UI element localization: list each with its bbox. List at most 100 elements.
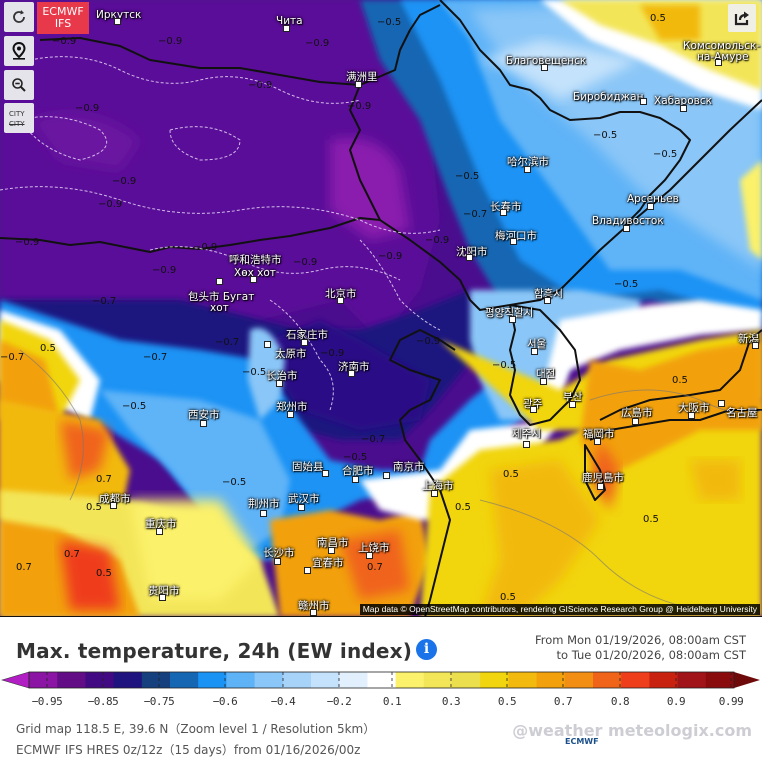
city-label: 上饶市 — [358, 542, 390, 554]
city-label: Иркутск — [96, 9, 142, 21]
contour-label: −0.9 — [75, 103, 100, 114]
city-marker[interactable] — [752, 342, 759, 349]
city-marker[interactable] — [114, 18, 121, 25]
city-label: 武汉市 — [288, 493, 320, 505]
period-to: to Tue 01/20/2026, 08:00am CST — [556, 648, 747, 662]
contour-label: −0.5 — [492, 360, 517, 371]
city-marker[interactable] — [287, 411, 294, 418]
share-button[interactable] — [728, 4, 756, 32]
contour-label: −0.9 — [193, 242, 218, 253]
city-marker[interactable] — [301, 339, 308, 346]
contour-label: −0.9 — [425, 235, 450, 246]
city-marker[interactable] — [718, 400, 725, 407]
city-marker[interactable] — [337, 297, 344, 304]
city-marker[interactable] — [159, 594, 166, 601]
city-marker[interactable] — [594, 438, 601, 445]
contour-label: 0.5 — [40, 343, 56, 354]
city-marker[interactable] — [276, 380, 283, 387]
city-marker[interactable] — [110, 502, 117, 509]
city-marker[interactable] — [304, 567, 311, 574]
city-marker[interactable] — [216, 278, 223, 285]
city-marker[interactable] — [322, 470, 329, 477]
warm-contours — [19, 349, 762, 611]
city-label: 大阪市 — [678, 402, 710, 414]
contour-label: −0.9 — [98, 199, 123, 210]
city-label: 福岡市 — [583, 428, 615, 440]
colorbar-tick-label: −0.6 — [212, 695, 238, 708]
model-info: ECMWF IFS HRES 0z/12z（15 days）from 01/16… — [16, 743, 361, 757]
city-marker[interactable] — [348, 370, 355, 377]
city-label: 荆州市 — [248, 498, 280, 510]
location-button[interactable] — [4, 36, 34, 66]
city-label: 固始县 — [292, 461, 324, 473]
city-marker[interactable] — [544, 297, 551, 304]
city-label: 부산 — [563, 391, 583, 403]
city-marker[interactable] — [298, 504, 305, 511]
city-toggle-button[interactable]: CITY CITY — [4, 103, 34, 133]
temperature-field — [0, 0, 762, 616]
city-marker[interactable] — [640, 98, 647, 105]
contour-label: −0.9 — [416, 336, 441, 347]
city-toggle-label: CITY — [9, 110, 25, 118]
city-marker[interactable] — [156, 528, 163, 535]
city-label: 広島市 — [621, 407, 653, 419]
city-marker[interactable] — [510, 238, 517, 245]
city-marker[interactable] — [264, 341, 271, 348]
city-marker[interactable] — [541, 64, 548, 71]
colorbar — [0, 671, 760, 689]
ecmwf-watermark: ECMWF — [565, 737, 599, 746]
city-marker[interactable] — [466, 254, 473, 261]
city-icon: CITY CITY — [8, 110, 30, 128]
contour-label: −0.9 — [112, 176, 137, 187]
period-from: From Mon 01/19/2026, 08:00am CST — [534, 633, 746, 647]
city-marker[interactable] — [715, 59, 722, 66]
contour-label: −0.9 — [158, 36, 183, 47]
colorbar-tick-label: 0.1 — [382, 695, 402, 708]
city-marker[interactable] — [283, 25, 290, 32]
city-marker[interactable] — [310, 609, 317, 616]
city-marker[interactable] — [200, 420, 207, 427]
info-button[interactable]: i — [416, 639, 437, 660]
city-label: 长春市 — [490, 201, 522, 213]
city-marker[interactable] — [597, 483, 604, 490]
coastline-borders — [0, 0, 762, 616]
city-marker[interactable] — [688, 412, 695, 419]
city-label: 평양직할시 — [485, 307, 534, 319]
grid-info: Grid map 118.5 E, 39.6 N（Zoom level 1 / … — [16, 722, 376, 736]
share-icon — [734, 11, 749, 26]
location-pin-icon — [12, 42, 26, 60]
city-marker[interactable] — [366, 552, 373, 559]
city-marker[interactable] — [530, 406, 537, 413]
city-marker[interactable] — [540, 378, 547, 385]
city-marker[interactable] — [623, 225, 630, 232]
contour-label: −0.9 — [378, 251, 403, 262]
zoom-out-button[interactable] — [4, 70, 34, 100]
city-marker[interactable] — [431, 490, 438, 497]
city-marker[interactable] — [355, 81, 362, 88]
contour-label: −0.5 — [377, 17, 402, 28]
city-marker[interactable] — [647, 203, 654, 210]
city-marker[interactable] — [260, 510, 267, 517]
refresh-button[interactable] — [4, 2, 34, 32]
city-label: 上海市 — [422, 480, 454, 492]
city-marker[interactable] — [523, 441, 530, 448]
city-marker[interactable] — [632, 418, 639, 425]
city-label: 合肥市 — [342, 465, 374, 477]
city-marker[interactable] — [569, 401, 576, 408]
city-marker[interactable] — [274, 558, 281, 565]
zoom-out-icon — [12, 78, 26, 92]
weather-map[interactable]: −0.5 0.5 −0.9 −0.9 −0.9 −0.9 −0.9 −0.9 −0.5 −0.5 −… — [0, 0, 762, 617]
city-marker[interactable] — [328, 547, 335, 554]
city-marker[interactable] — [383, 472, 390, 479]
city-marker[interactable] — [680, 105, 687, 112]
forecast-period: From Mon 01/19/2026, 08:00am CST to Tue … — [535, 633, 746, 663]
city-marker[interactable] — [352, 476, 359, 483]
city-marker[interactable] — [250, 276, 257, 283]
city-marker[interactable] — [509, 316, 516, 323]
city-label: 광주 — [523, 398, 543, 410]
city-marker[interactable] — [524, 166, 531, 173]
city-marker[interactable] — [500, 209, 507, 216]
city-marker[interactable] — [531, 348, 538, 355]
city-label: 哈尔滨市 — [507, 156, 549, 168]
